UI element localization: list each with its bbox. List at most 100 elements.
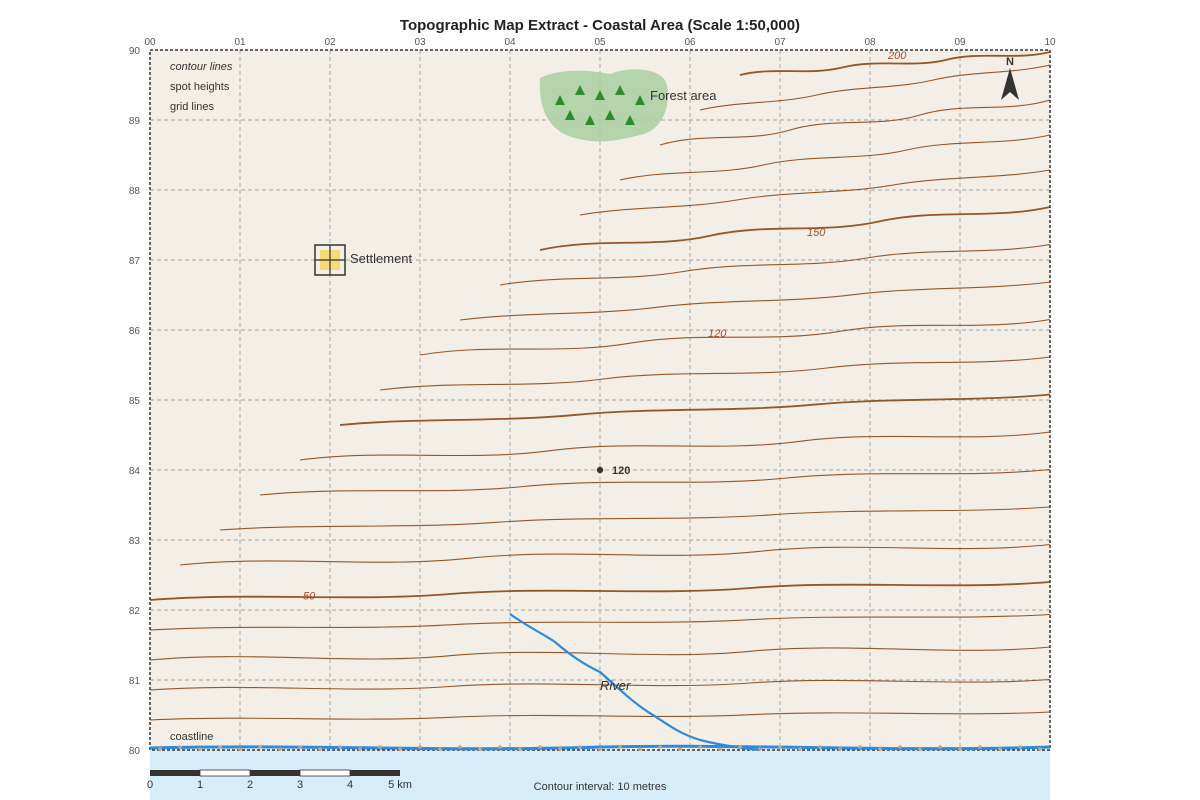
coastline-label: coastline [170,731,213,743]
contour-line [459,281,1051,321]
beach-dot [378,745,382,749]
easting-label: 05 [594,37,606,48]
forest-label: Forest area [650,88,717,103]
coastline-beach-dots [158,745,1042,751]
northing-label: 90 [129,46,141,57]
northing-label: 88 [129,186,141,197]
contour-line [659,99,1051,146]
tree-icon [565,110,575,120]
forest-shape [539,69,669,142]
beach-dot [178,745,182,749]
northing-label: 85 [129,396,141,407]
beach-dot [618,745,622,749]
easting-label: 10 [1044,37,1056,48]
beach-dot [538,745,542,749]
beach-dot [978,745,982,749]
river-line [509,613,761,752]
grid-reference-labels: 00 01 02 03 04 05 06 07 08 09 10 90 89 88 87 86 85 84 83 82… [129,37,1056,757]
easting-label: 03 [414,37,426,48]
tree-icon [615,85,625,95]
easting-label: 09 [954,37,966,48]
contour-line [219,506,1051,531]
contour-label-150: 150 [807,227,826,239]
contour-label-200: 200 [887,50,907,62]
beach-dot [938,745,942,749]
beach-dot [738,745,742,749]
northing-label: 86 [129,326,141,337]
beach-dot [558,747,562,751]
legend-item-contour-lines: contour lines [170,61,233,73]
beach-dot [698,745,702,749]
beach-dot [998,747,1002,751]
contour-line [579,169,1051,216]
beach-dot [418,745,422,749]
settlement: Settlement [314,244,413,276]
legend-item-spot-heights: spot heights [170,81,230,93]
contour-interval-note: Contour interval: 10 metres [534,781,667,793]
map-title: Topographic Map Extract - Coastal Area (… [400,17,800,34]
north-arrow: N [1001,56,1019,100]
beach-dot [498,745,502,749]
scale-label-0: 0 [147,779,153,791]
settlement-label: Settlement [350,251,413,266]
northing-label: 87 [129,256,141,267]
north-label: N [1006,56,1014,68]
beach-dot [678,747,682,751]
scale-label-4: 4 [347,779,353,791]
beach-dot [598,747,602,751]
beach-dot [278,747,282,751]
beach-dot [1038,747,1042,751]
legend-item-grid-lines: grid lines [170,101,215,113]
beach-dot [898,745,902,749]
scale-label-3: 3 [297,779,303,791]
contour-line [539,206,1051,251]
scale-bar: 0 1 2 3 4 5 km [147,769,412,791]
beach-dot [958,747,962,751]
easting-label: 06 [684,37,696,48]
scale-label-2: 2 [247,779,253,791]
beach-dot [218,745,222,749]
beach-dot [878,747,882,751]
tree-icon [625,115,635,125]
contour-line [179,543,1051,566]
scale-seg-1 [150,770,200,776]
contour-line [499,243,1051,286]
river: River [509,613,761,752]
beach-dot [478,747,482,751]
spot-height-marker [596,466,604,474]
northing-label: 84 [129,466,141,477]
scale-label-1: 1 [197,779,203,791]
contour-line [699,64,1051,111]
tree-icon [575,85,585,95]
scale-seg-3 [250,770,300,776]
river-label: River [600,678,631,693]
contour-line [339,393,1051,426]
coastline-line [149,744,1051,751]
easting-label: 00 [144,37,156,48]
beach-dot [778,745,782,749]
coastline: coastline [149,731,1051,751]
contour-line [419,318,1051,356]
northing-label: 89 [129,116,141,127]
beach-dot [318,747,322,751]
beach-dot [438,747,442,751]
spot-height-value: 120 [612,465,630,477]
contour-label-120: 120 [708,328,727,340]
contour-line [149,613,1051,631]
beach-dot [458,745,462,749]
tree-icon [595,90,605,100]
beach-dot [1018,745,1022,749]
contour-line [149,678,1051,691]
contour-lines [149,51,1051,721]
beach-dot [798,747,802,751]
north-arrow-icon [1001,68,1019,100]
northing-label: 83 [129,536,141,547]
beach-dot [258,745,262,749]
legend: contour lines spot heights grid lines [170,61,233,113]
scale-seg-2 [199,769,251,777]
easting-label: 02 [324,37,336,48]
northing-label: 80 [129,746,141,757]
contour-line [379,356,1051,391]
tree-icon [585,115,595,125]
beach-dot [858,745,862,749]
